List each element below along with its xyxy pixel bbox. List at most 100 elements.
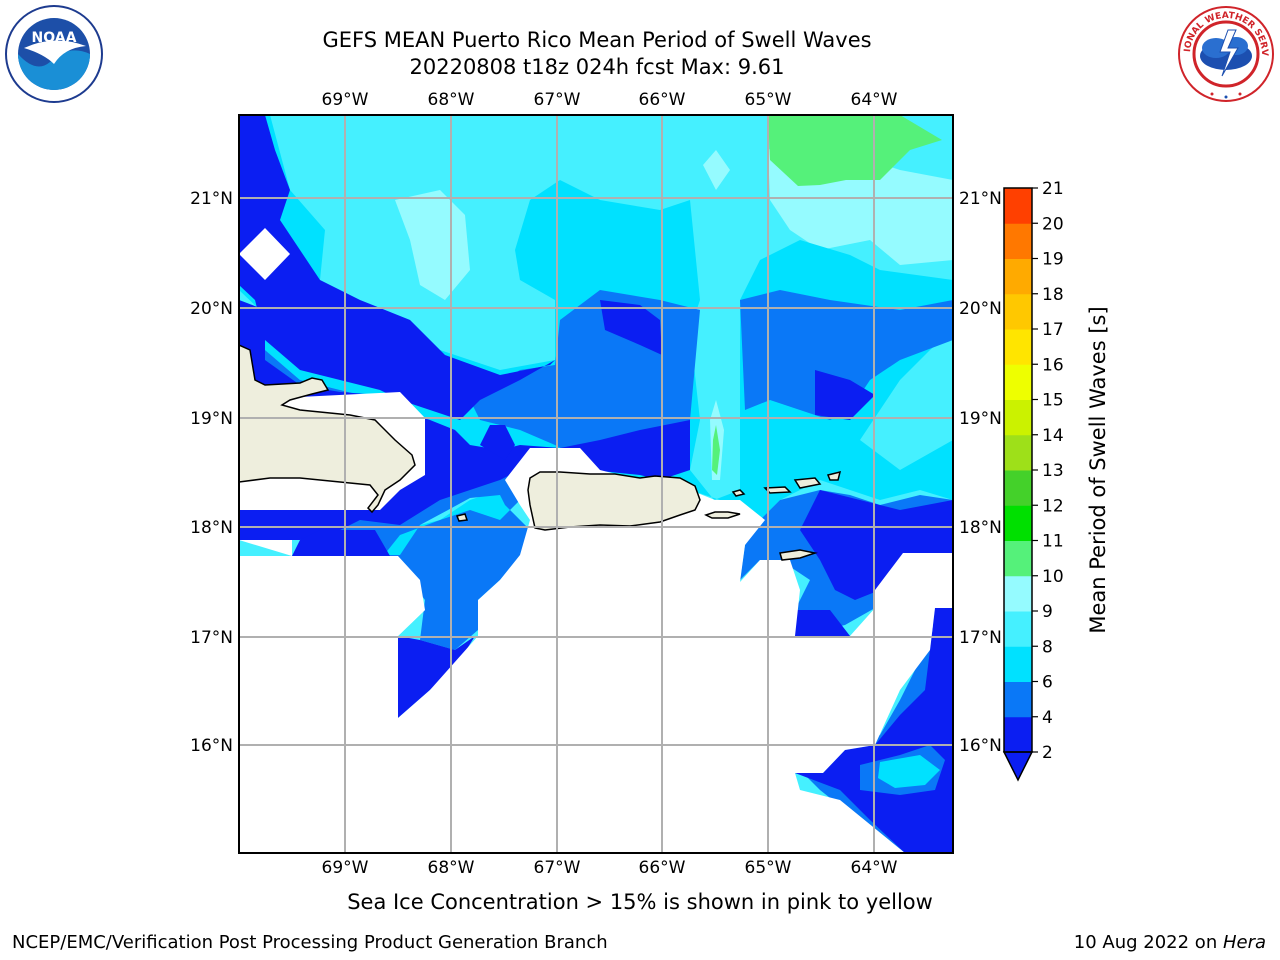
colorbar-tick-label: 11 xyxy=(1042,532,1064,552)
svg-text:NOAA: NOAA xyxy=(32,30,77,46)
colorbar-tick-label: 10 xyxy=(1042,567,1064,587)
colorbar-segment xyxy=(1004,681,1032,718)
graticule xyxy=(239,115,953,853)
colorbar-tick-label: 19 xyxy=(1042,250,1064,270)
lat-labels-left: 21°N 20°N 19°N 18°N 17°N 16°N xyxy=(190,189,233,756)
colorbar-tick-label: 12 xyxy=(1042,496,1064,516)
lat-label: 20°N xyxy=(959,299,1002,319)
colorbar-segment xyxy=(1004,434,1032,471)
lon-label: 66°W xyxy=(639,90,686,110)
colorbar-segment xyxy=(1004,223,1032,259)
colorbar-segment xyxy=(1004,188,1032,224)
contour-9-10s xyxy=(768,115,942,186)
contour-below-2s xyxy=(292,530,390,556)
lat-label: 18°N xyxy=(190,518,233,538)
footer-date-text: 10 Aug 2022 on xyxy=(1073,932,1223,953)
colorbar-segment xyxy=(1004,505,1032,541)
lat-label: 21°N xyxy=(959,189,1002,209)
lon-label: 68°W xyxy=(428,858,475,878)
colorbar-tick-label: 15 xyxy=(1042,391,1064,411)
map-frame xyxy=(238,114,954,854)
footer-credit: NCEP/EMC/Verification Post Processing Pr… xyxy=(12,932,608,953)
contour-below-2s xyxy=(239,115,555,420)
lon-label: 65°W xyxy=(745,858,792,878)
contour-below-2s xyxy=(600,300,662,355)
st-croix-coast xyxy=(779,549,818,561)
colorbar-segment xyxy=(1004,399,1032,436)
lat-label: 21°N xyxy=(190,189,233,209)
colorbar-segment xyxy=(1004,611,1032,647)
hispaniola-coast xyxy=(239,344,416,514)
colorbar-tick-label: 6 xyxy=(1042,673,1053,693)
swell-period-field xyxy=(239,115,953,853)
colorbar-segment xyxy=(1004,716,1032,753)
footer-host: Hera xyxy=(1222,932,1266,953)
colorbar-tick-label: 8 xyxy=(1042,637,1053,657)
colorbar-segment xyxy=(1004,540,1032,577)
nws-logo-icon: NATIONAL WEATHER SERVICE xyxy=(1176,4,1274,102)
colorbar-tick-label: 16 xyxy=(1042,355,1064,375)
virgin-islands-coast xyxy=(793,477,822,489)
contour-below-2s xyxy=(815,370,875,420)
lat-label: 17°N xyxy=(959,628,1002,648)
lon-label: 64°W xyxy=(851,90,898,110)
chart-subtitle: 20220808 t18z 024h fcst Max: 9.61 xyxy=(409,55,785,79)
lon-label: 64°W xyxy=(851,858,898,878)
lat-label: 16°N xyxy=(190,736,233,756)
no-data-mask xyxy=(239,228,953,853)
lat-label: 18°N xyxy=(959,518,1002,538)
colorbar-tick-label: 9 xyxy=(1042,602,1053,622)
noaa-logo-icon: NOAA xyxy=(5,5,103,103)
lon-label: 69°W xyxy=(322,90,369,110)
contour-below-2s xyxy=(800,490,953,600)
contour-2-4s xyxy=(740,290,953,420)
lat-label: 19°N xyxy=(959,409,1002,429)
lon-label: 68°W xyxy=(428,90,475,110)
contour-4-6s xyxy=(878,755,940,788)
footer-date: 10 Aug 2022 on Hera xyxy=(1074,932,1266,953)
colorbar-segment xyxy=(1004,329,1032,365)
lon-label: 67°W xyxy=(534,90,581,110)
culebra-coast xyxy=(731,489,746,497)
colorbar-title: Mean Period of Swell Waves [s] xyxy=(1086,306,1110,634)
colorbar-segment xyxy=(1004,575,1032,612)
lon-label: 67°W xyxy=(534,858,581,878)
colorbar-tick-label: 21 xyxy=(1042,179,1064,199)
colorbar-under-triangle xyxy=(1002,751,1034,782)
colorbar-tick-label: 18 xyxy=(1042,285,1064,305)
colorbar-segment xyxy=(1004,258,1032,295)
lat-label: 20°N xyxy=(190,299,233,319)
colorbar-tick-label: 17 xyxy=(1042,320,1064,340)
lat-label: 16°N xyxy=(959,736,1002,756)
lon-label: 69°W xyxy=(322,858,369,878)
colorbar-tick-label: 14 xyxy=(1042,426,1064,446)
colorbar-segment xyxy=(1004,364,1032,400)
contour-below-2s xyxy=(480,425,515,460)
lon-labels-top: 69°W 68°W 67°W 66°W 65°W 64°W xyxy=(322,90,898,110)
puerto-rico-coast xyxy=(527,471,701,531)
lat-label: 19°N xyxy=(190,409,233,429)
colorbar-segment xyxy=(1004,646,1032,682)
colorbar: 2 4 6 8 9 10 11 12 13 14 15 16 17 18 19 20 21 xyxy=(1002,179,1064,782)
virgin-islands-coast xyxy=(826,470,842,481)
contour-9-10s xyxy=(712,425,720,475)
lon-label: 66°W xyxy=(639,858,686,878)
contour-below-2s xyxy=(795,610,850,636)
colorbar-segment xyxy=(1004,470,1032,506)
vieques-coast xyxy=(704,511,741,519)
colorbar-tick-label: 2 xyxy=(1042,743,1053,763)
sea-ice-note: Sea Ice Concentration > 15% is shown in … xyxy=(347,890,933,914)
lat-label: 17°N xyxy=(190,628,233,648)
colorbar-tick-label: 4 xyxy=(1042,708,1053,728)
colorbar-tick-label: 20 xyxy=(1042,214,1064,234)
contour-below-2s xyxy=(398,636,475,718)
land-masses xyxy=(239,344,842,561)
mona-island-coast xyxy=(455,513,469,522)
lat-labels-right: 21°N 20°N 19°N 18°N 17°N 16°N xyxy=(959,189,1002,756)
lon-label: 65°W xyxy=(745,90,792,110)
contour-8-9s xyxy=(703,150,730,190)
chart-title: GEFS MEAN Puerto Rico Mean Period of Swe… xyxy=(322,28,872,52)
lon-labels-bottom: 69°W 68°W 67°W 66°W 65°W 64°W xyxy=(322,858,898,878)
colorbar-segment xyxy=(1004,293,1032,330)
